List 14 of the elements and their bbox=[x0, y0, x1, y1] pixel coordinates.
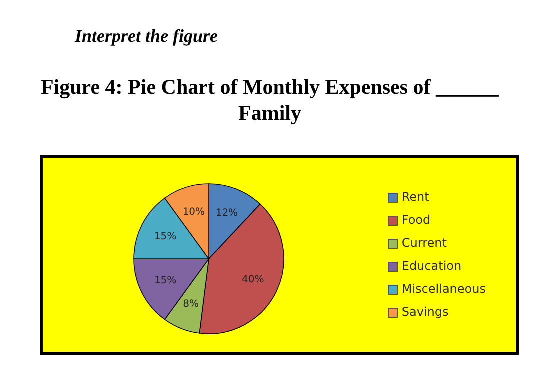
legend-label: Rent bbox=[402, 189, 430, 206]
data-label: 12% bbox=[216, 208, 238, 220]
text: Interpret the figure bbox=[75, 26, 218, 47]
data-label: 10% bbox=[182, 207, 206, 218]
legend-label: Miscellaneous bbox=[402, 281, 486, 298]
legend-label: Current bbox=[402, 235, 447, 252]
data-label: 15% bbox=[154, 231, 177, 242]
legend-label: Savings bbox=[402, 304, 449, 321]
chart-title: Figure 4: Pie Chart of Monthly Expenses of ______ Family bbox=[40, 74, 500, 126]
data-label: 15% bbox=[154, 276, 177, 287]
data-label: 40% bbox=[242, 274, 264, 286]
legend-label: Food bbox=[402, 212, 431, 229]
legend-label: Education bbox=[402, 258, 462, 275]
data-label: 8% bbox=[183, 298, 199, 310]
